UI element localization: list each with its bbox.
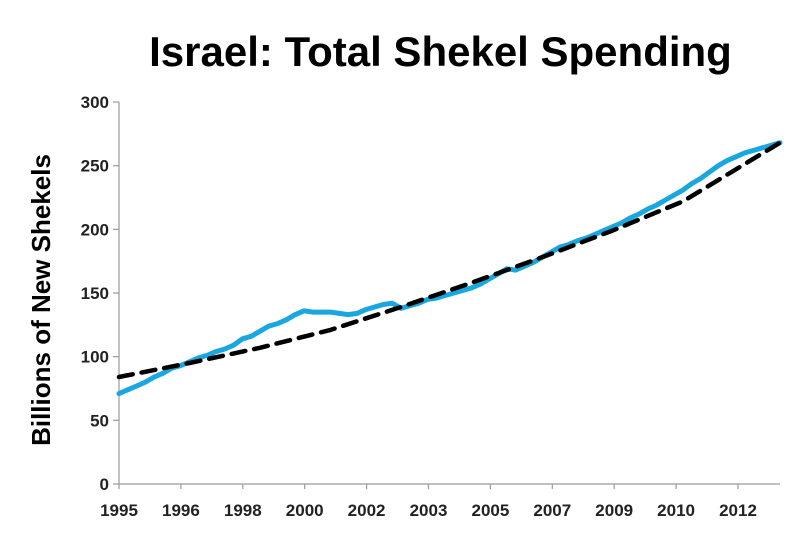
x-tick-label: 2007 <box>533 501 571 520</box>
y-tick-label: 0 <box>100 475 109 494</box>
axes <box>113 101 780 489</box>
x-tick-label: 2009 <box>595 501 633 520</box>
x-tick-label: 2000 <box>286 501 324 520</box>
x-tick-label: 2010 <box>657 501 695 520</box>
x-tick-label: 2012 <box>719 501 757 520</box>
y-tick-label: 300 <box>81 93 109 112</box>
x-tick-label: 1996 <box>162 501 200 520</box>
y-tick-label: 200 <box>81 220 109 239</box>
x-tick-label: 2005 <box>471 501 509 520</box>
y-tick-label: 150 <box>81 284 109 303</box>
y-tick-label: 250 <box>81 157 109 176</box>
y-tick-label: 50 <box>90 411 109 430</box>
y-tick-label: 100 <box>81 348 109 367</box>
chart-title: Israel: Total Shekel Spending <box>149 28 732 75</box>
x-tick-label: 1998 <box>224 501 262 520</box>
x-tick-labels: 1995 1996 1998 2000 2002 2003 2005 2007 2009 2010… <box>100 501 757 520</box>
x-tick-label: 1995 <box>100 501 138 520</box>
y-tick-labels: 0 50 100 150 200 250 300 <box>81 93 109 494</box>
y-axis-label: Billions of New Shekels <box>26 154 56 446</box>
x-tick-label: 2003 <box>410 501 448 520</box>
spending-line <box>116 140 783 397</box>
series-group <box>116 140 783 397</box>
trend-line <box>116 140 783 380</box>
x-tick-label: 2002 <box>348 501 386 520</box>
